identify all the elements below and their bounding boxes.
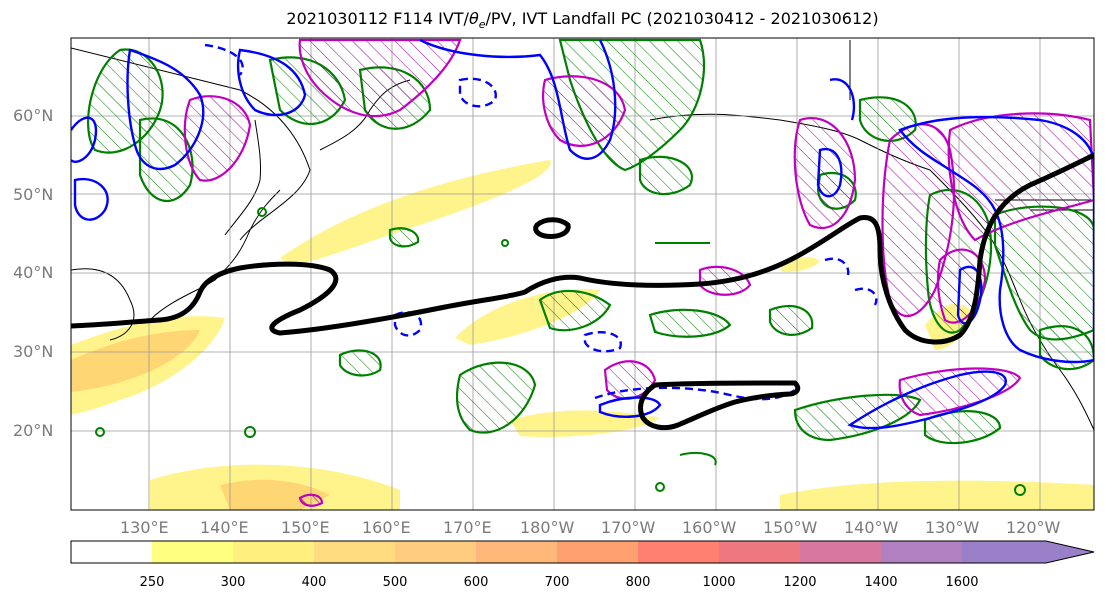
lon-label-130e: 130°E: [120, 518, 169, 537]
colorbar-swatch-3: [314, 541, 395, 563]
colorbar-tick-700: 700: [544, 575, 570, 590]
colorbar-swatch-2: [233, 541, 314, 563]
colorbar: [70, 540, 1095, 564]
colorbar-swatch-4: [395, 541, 476, 563]
ivt-shading: [71, 160, 1094, 510]
map-title: 2021030112 F114 IVT/θe/PV, IVT Landfall …: [0, 9, 1105, 31]
lon-label-150e: 150°E: [281, 518, 330, 537]
colorbar-tick-1600: 1600: [945, 575, 979, 590]
colorbar-tick-1400: 1400: [864, 575, 898, 590]
theta-e-contours: [71, 152, 1094, 431]
lon-label-160e: 160°E: [362, 518, 411, 537]
colorbar-swatch-6: [557, 541, 638, 563]
colorbar-swatch-9: [800, 541, 881, 563]
colorbar-tick-250: 250: [139, 575, 165, 590]
title-prefix: 2021030112 F114 IVT/: [286, 9, 469, 28]
lon-label-120w: 120°W: [1006, 518, 1061, 537]
lon-label-170e: 170°E: [443, 518, 492, 537]
lon-label-130w: 130°W: [925, 518, 980, 537]
lat-label-30n: 30°N: [13, 342, 54, 361]
lon-label-140w: 140°W: [844, 518, 899, 537]
colorbar-swatch-1: [152, 541, 233, 563]
colorbar-tick-300: 300: [220, 575, 246, 590]
colorbar-swatch-5: [476, 541, 557, 563]
colorbar-tick-500: 500: [382, 575, 408, 590]
lon-label-170w: 170°W: [601, 518, 656, 537]
lat-label-20n: 20°N: [13, 421, 54, 440]
colorbar-outline: [70, 540, 1095, 564]
lat-label-60n: 60°N: [13, 106, 54, 125]
title-theta-subscript: e: [478, 18, 486, 32]
title-suffix: /PV, IVT Landfall PC (2021030412 - 20210…: [485, 9, 879, 28]
colorbar-swatch-10: [881, 541, 962, 563]
colorbar-swatch-8: [719, 541, 800, 563]
pv-solid-contours: [71, 38, 1094, 430]
colorbar-swatch-0: [71, 541, 152, 563]
colorbar-swatch-11: [962, 541, 1046, 563]
lat-label-50n: 50°N: [13, 185, 54, 204]
colorbar-tick-400: 400: [301, 575, 327, 590]
title-theta: θ: [468, 9, 479, 28]
colorbar-tick-800: 800: [625, 575, 651, 590]
colorbar-tick-1000: 1000: [702, 575, 736, 590]
colorbar-tick-600: 600: [463, 575, 489, 590]
colorbar-swatch-7: [638, 541, 719, 563]
lon-label-180w: 180°W: [520, 518, 575, 537]
pv-dashed-contours: [204, 43, 878, 401]
lon-label-160w: 160°W: [682, 518, 737, 537]
colorbar-extend-arrow: [1046, 541, 1094, 563]
lon-label-150w: 150°W: [763, 518, 818, 537]
lat-label-40n: 40°N: [13, 263, 54, 282]
ivt-pc-small-blobs: [95, 207, 1026, 496]
lon-label-140e: 140°E: [200, 518, 249, 537]
map-frame: [70, 37, 1095, 511]
colorbar-tick-1200: 1200: [783, 575, 817, 590]
